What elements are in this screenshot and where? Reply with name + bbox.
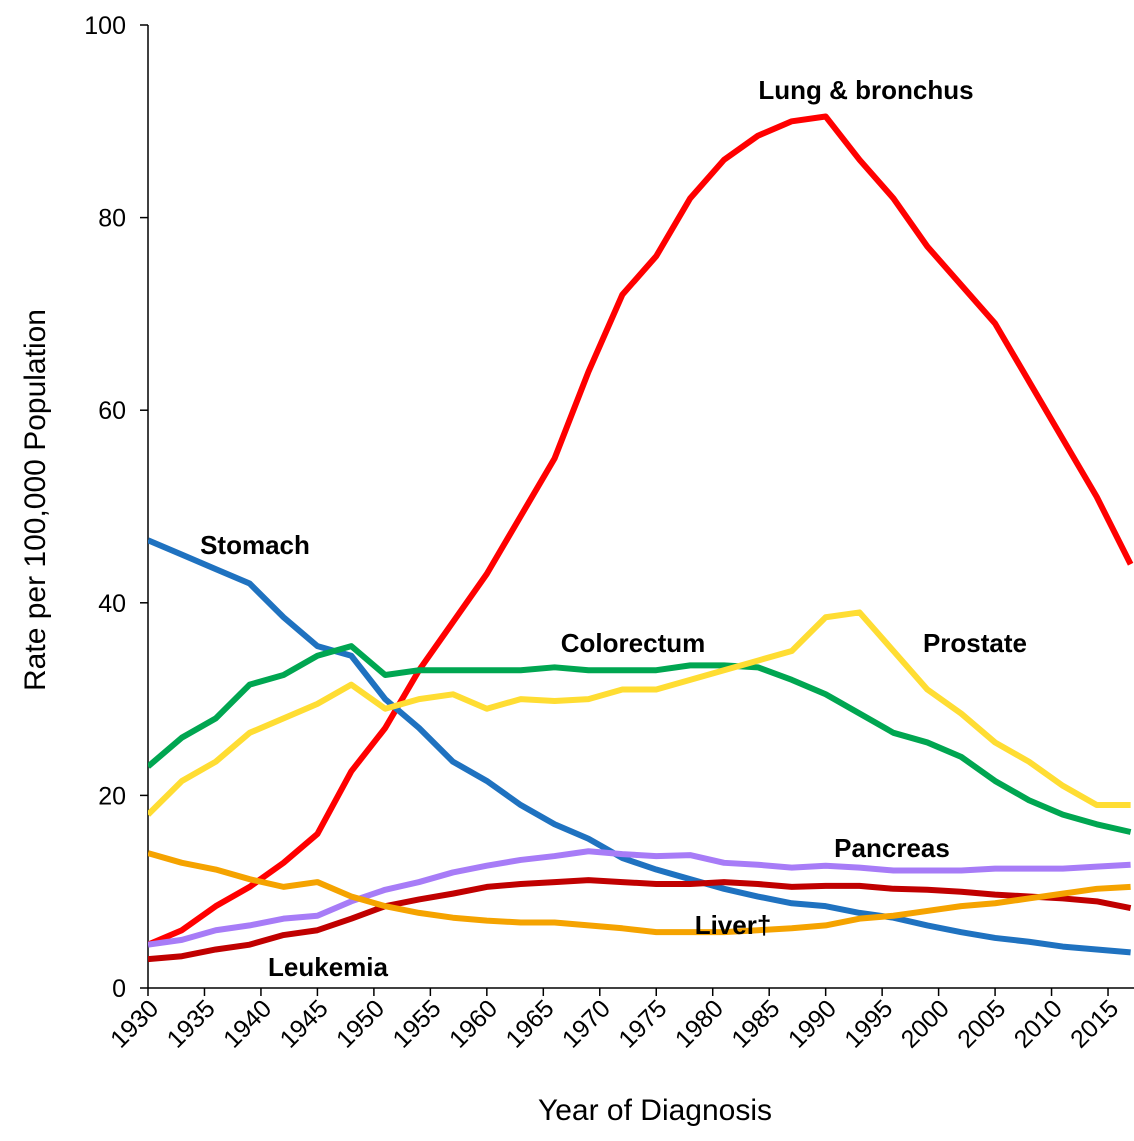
y-tick-label: 40 [98,590,126,618]
y-tick-label: 60 [98,397,126,425]
x-tick-label: 2010 [1009,994,1068,1053]
series-line [148,848,1131,948]
series-label: Leukemia [268,952,388,982]
y-tick-label: 0 [112,975,126,1003]
series-label: Liver† [695,910,772,940]
x-tick-label: 1960 [444,994,503,1053]
y-tick-label: 80 [98,205,126,233]
x-tick-label: 1935 [162,994,221,1053]
series-line [148,643,1132,835]
series-line [148,537,1131,956]
series-label: Colorectum [561,628,705,658]
y-tick-label: 20 [98,782,126,810]
x-tick-label: 1965 [500,994,559,1053]
series-line [148,850,1131,936]
x-tick-label: 1985 [726,994,785,1053]
x-tick-label: 1980 [670,994,729,1053]
x-tick-label: 1970 [557,994,616,1053]
x-tick-label: 1990 [783,994,842,1053]
plot-area [148,113,1134,963]
series-label: Lung & bronchus [758,75,973,105]
series-label: Stomach [200,530,310,560]
x-tick-label: 1940 [218,994,277,1053]
series-label: Pancreas [834,833,950,863]
y-axis-label: Rate per 100,000 Population [19,309,52,691]
series-label: Prostate [923,628,1027,658]
series-line [148,877,1132,963]
x-tick-label: 1930 [105,994,164,1053]
x-axis-label: Year of Diagnosis [538,1094,772,1127]
x-tick-label: 2000 [896,994,955,1053]
x-tick-label: 2005 [952,994,1011,1053]
x-tick-label: 1950 [331,994,390,1053]
x-tick-label: 2015 [1065,994,1124,1053]
series-line [148,113,1134,948]
x-tick-label: 1995 [839,994,898,1053]
x-tick-label: 1975 [613,994,672,1053]
series-line [148,609,1131,817]
x-tick-label: 1955 [387,994,446,1053]
y-tick-label: 100 [84,12,126,40]
x-tick-label: 1945 [275,994,334,1053]
